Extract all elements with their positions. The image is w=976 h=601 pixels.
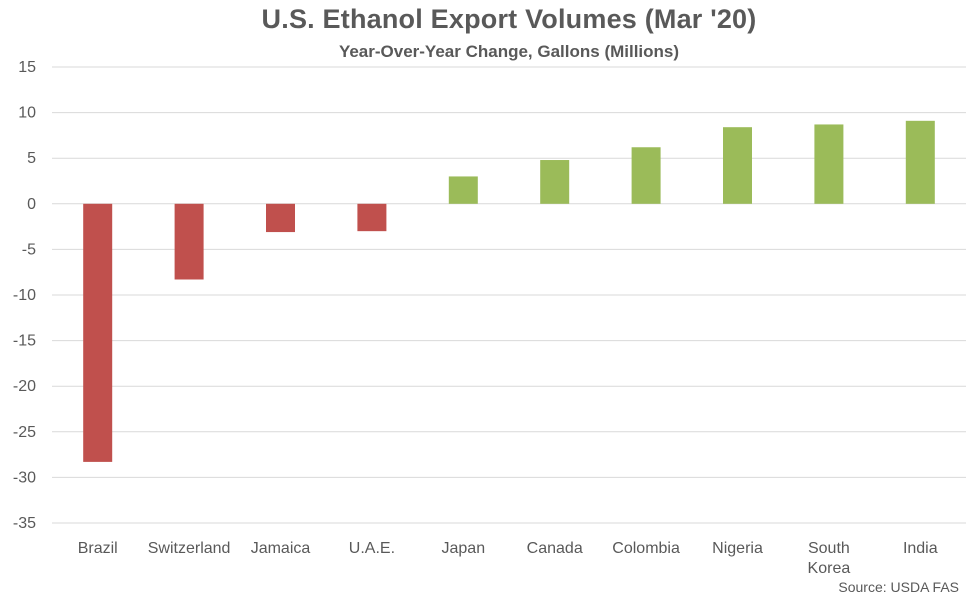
bar (905, 120, 935, 204)
bar (723, 127, 752, 204)
y-tick-label: -20 (13, 378, 36, 395)
x-category-label: Canada (527, 540, 583, 557)
y-tick-label: -30 (13, 469, 36, 486)
y-tick-label: -15 (13, 333, 36, 350)
y-tick-label: 5 (27, 150, 36, 167)
x-category-label: South Korea (808, 540, 851, 577)
bar (814, 124, 844, 204)
x-category-label: Jamaica (251, 540, 311, 557)
y-tick-label: 0 (27, 196, 36, 213)
bar (448, 176, 478, 204)
y-tick-label: -25 (13, 424, 36, 441)
bar (266, 203, 295, 233)
source-note: Source: USDA FAS (838, 579, 959, 595)
y-tick-label: 10 (18, 105, 36, 122)
x-category-label: Colombia (612, 540, 680, 557)
bar (540, 160, 570, 204)
x-category-label: Japan (442, 540, 486, 557)
y-axis-tick-labels: 15 10 5 0 -5 -10 -15 -20 -25 -30 -35 (13, 59, 36, 532)
bar (83, 203, 113, 462)
x-category-label: Switzerland (148, 540, 231, 557)
x-category-label: Nigeria (712, 540, 763, 557)
y-tick-label: 15 (18, 59, 36, 76)
gridlines (52, 66, 966, 524)
x-category-label: U.A.E. (349, 540, 395, 557)
x-axis-category-labels: Brazil Switzerland Jamaica U.A.E. Japan Canad… (78, 540, 938, 577)
chart-title: U.S. Ethanol Export Volumes (Mar '20) (261, 4, 757, 34)
bars (83, 120, 935, 462)
bar (631, 147, 661, 204)
chart-subtitle: Year-Over-Year Change, Gallons (Millions… (338, 42, 680, 61)
bar (357, 203, 387, 232)
y-tick-label: -5 (22, 241, 36, 258)
x-category-label: Brazil (78, 540, 118, 557)
bar (174, 203, 204, 280)
y-tick-label: -35 (13, 515, 36, 532)
x-category-label: India (903, 540, 938, 557)
y-tick-label: -10 (13, 287, 36, 304)
